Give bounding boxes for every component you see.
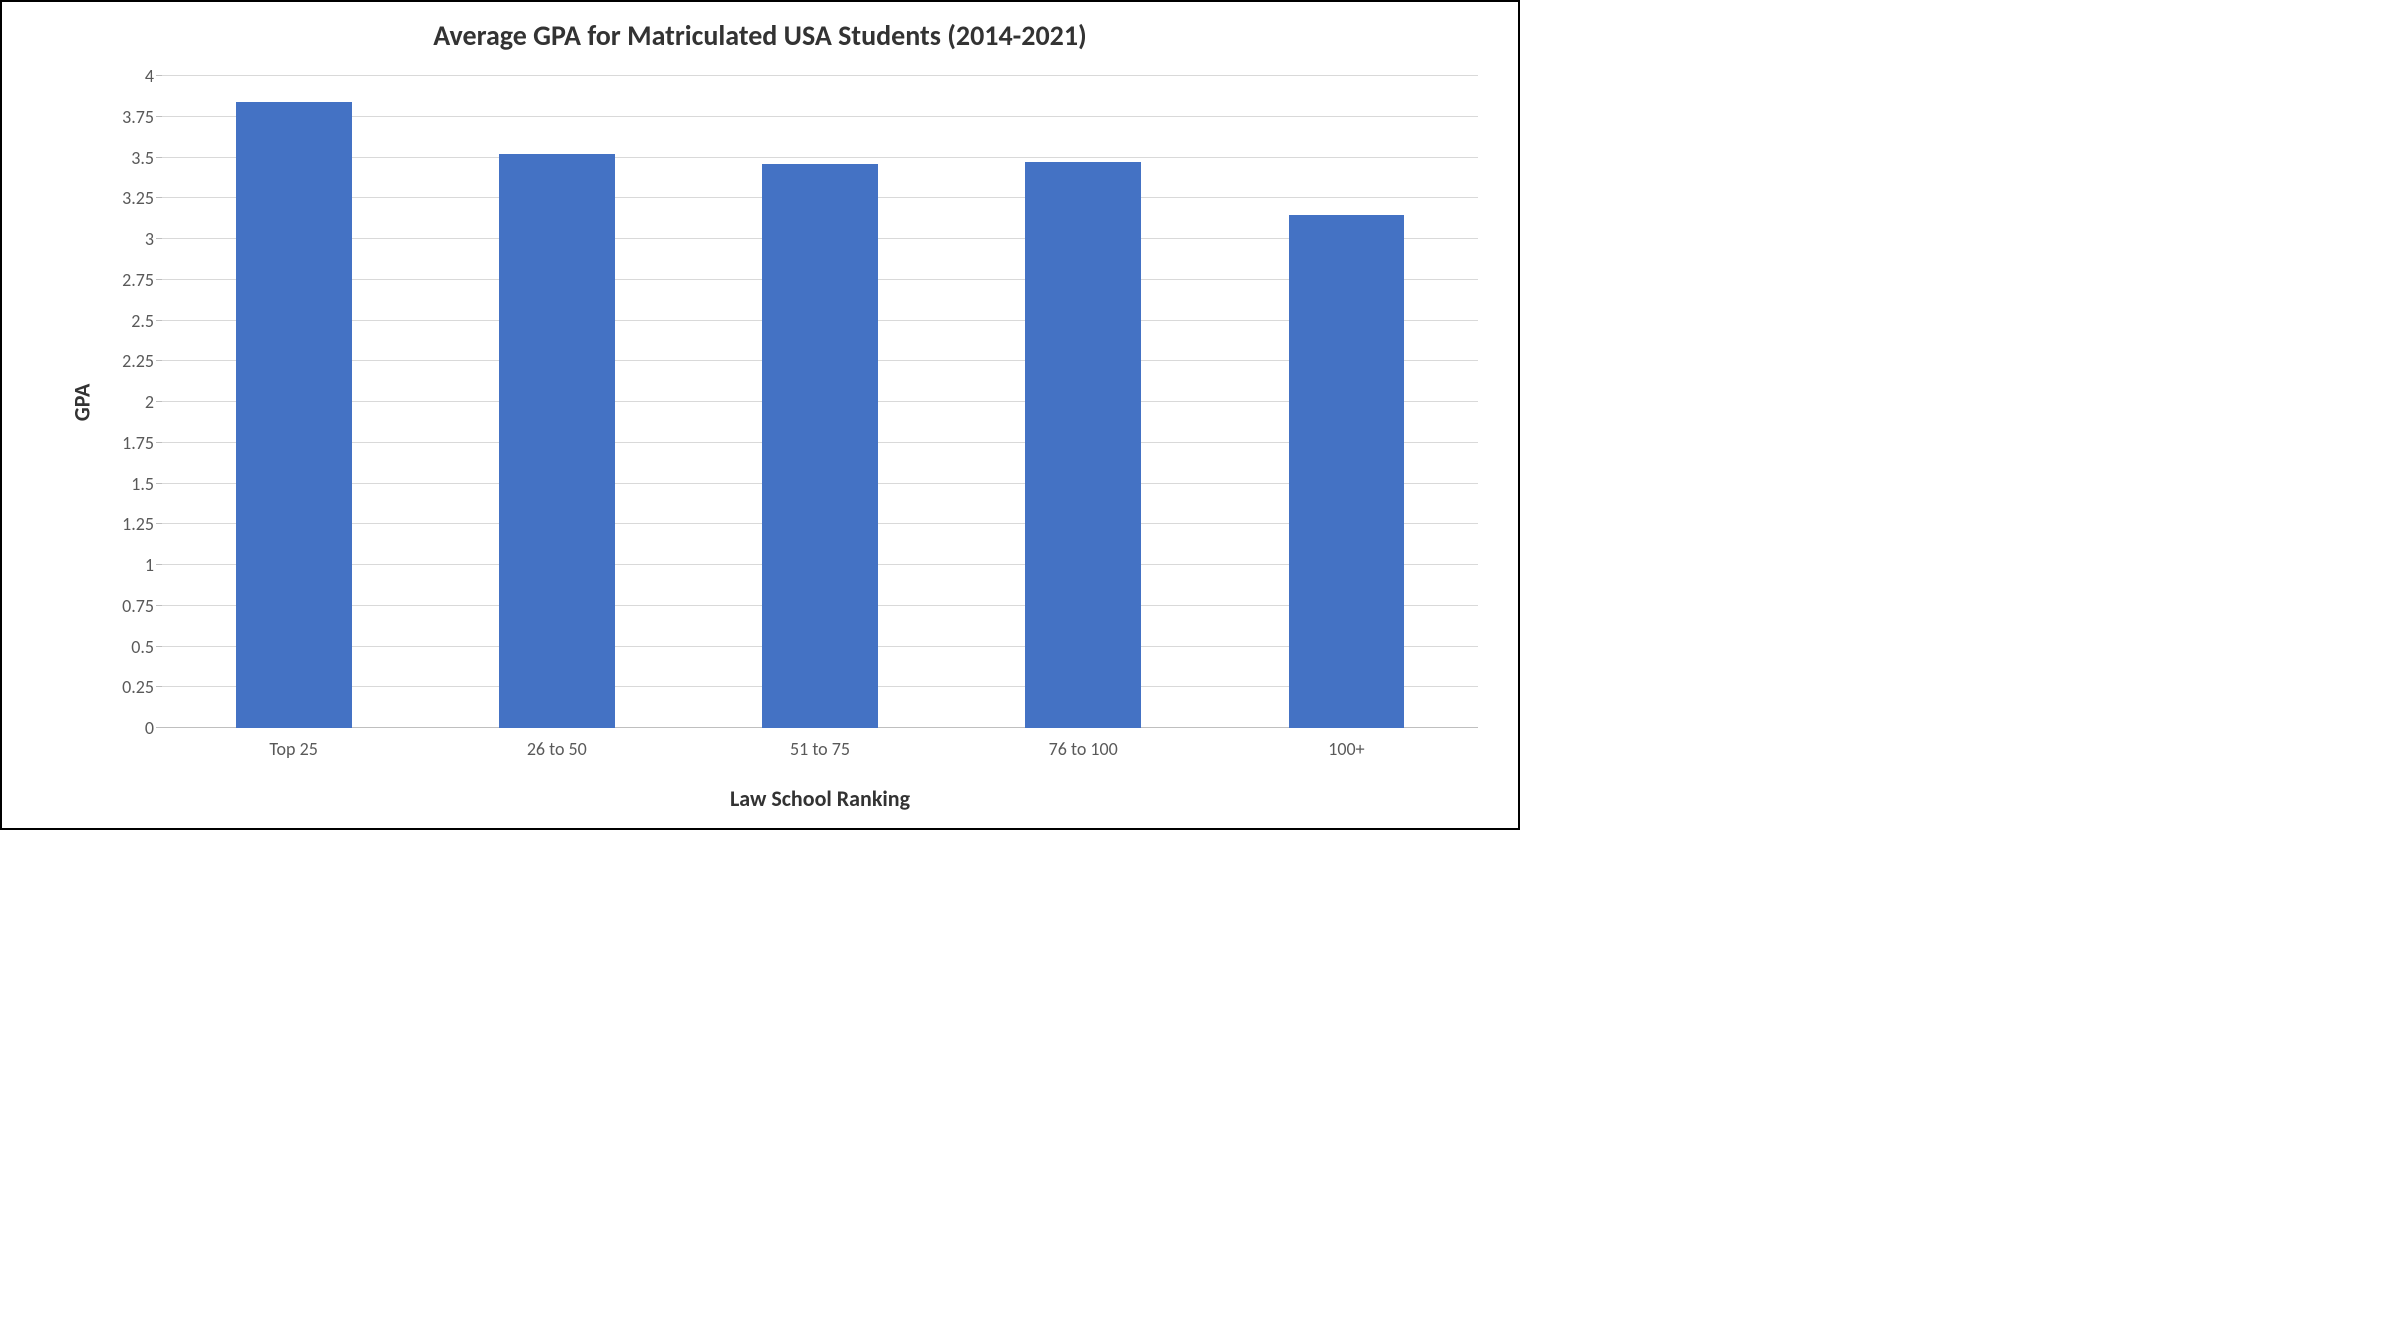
- chart-frame: Average GPA for Matriculated USA Student…: [0, 0, 1520, 830]
- x-tick-label: Top 25: [162, 738, 425, 768]
- x-tick-labels: Top 2526 to 5051 to 7576 to 100100+: [162, 738, 1478, 768]
- bar: [1025, 162, 1141, 728]
- bar: [762, 164, 878, 728]
- x-tick-label: 100+: [1215, 738, 1478, 768]
- bar-slot: [425, 76, 688, 728]
- y-tick-label: 2.75: [122, 269, 154, 291]
- x-tick-label: 26 to 50: [425, 738, 688, 768]
- y-tick-label: 0.75: [122, 595, 154, 617]
- bar: [1289, 215, 1405, 728]
- plot-area: [162, 76, 1478, 728]
- bar-slot: [688, 76, 951, 728]
- y-tick-label: 3.25: [122, 187, 154, 209]
- y-tick-label: 0.5: [131, 636, 154, 658]
- x-tick-label: 51 to 75: [688, 738, 951, 768]
- y-tick-label: 1: [145, 554, 154, 576]
- y-tick-label: 2.5: [131, 310, 154, 332]
- y-tick-label: 1.5: [131, 473, 154, 495]
- bars-layer: [162, 76, 1478, 728]
- bar-slot: [162, 76, 425, 728]
- y-tick-label: 4: [145, 65, 154, 87]
- y-tick-label: 2: [145, 391, 154, 413]
- y-tick-label: 3.75: [122, 106, 154, 128]
- y-tick-label: 1.25: [122, 513, 154, 535]
- y-tick-labels: 00.250.50.7511.251.51.7522.252.52.7533.2…: [102, 76, 162, 728]
- y-tick-label: 3.5: [131, 147, 154, 169]
- y-tick-label: 2.25: [122, 350, 154, 372]
- y-tick-label: 0.25: [122, 676, 154, 698]
- y-axis-title-wrap: GPA: [62, 76, 102, 728]
- bar: [499, 154, 615, 728]
- y-tick-label: 3: [145, 228, 154, 250]
- y-axis-title: GPA: [68, 383, 95, 421]
- y-tick-label: 0: [145, 717, 154, 739]
- y-tick-label: 1.75: [122, 432, 154, 454]
- chart-body: GPA 00.250.50.7511.251.51.7522.252.52.75…: [62, 76, 1478, 728]
- x-tick-label: 76 to 100: [952, 738, 1215, 768]
- plot-area-wrap: [162, 76, 1478, 728]
- x-axis-title: Law School Ranking: [162, 785, 1478, 812]
- bar-slot: [952, 76, 1215, 728]
- bar-slot: [1215, 76, 1478, 728]
- bar: [236, 102, 352, 728]
- chart-title: Average GPA for Matriculated USA Student…: [26, 18, 1494, 53]
